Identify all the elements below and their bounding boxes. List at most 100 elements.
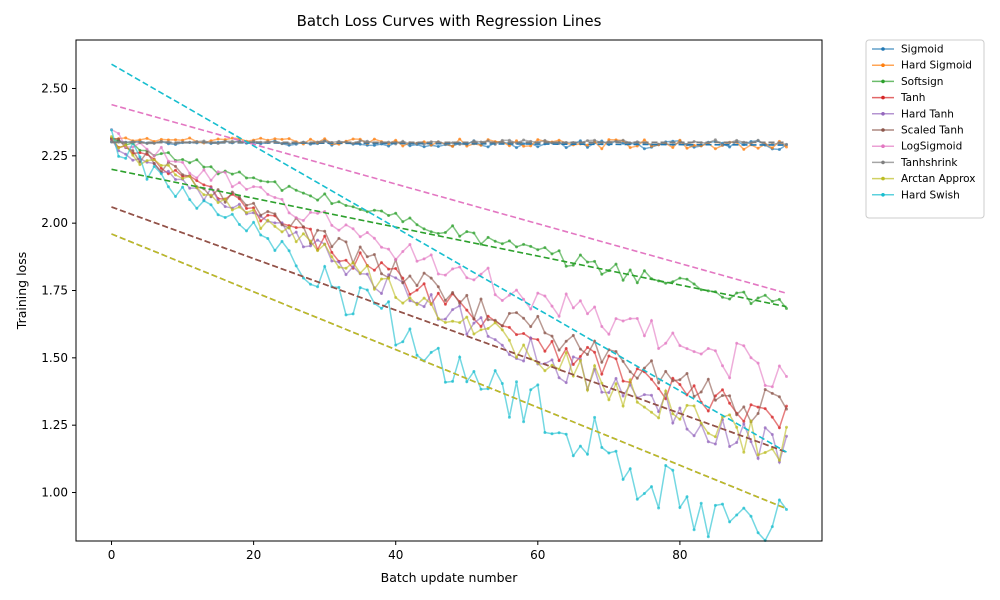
data-point [756,412,760,415]
data-point [642,147,646,151]
data-point [486,235,490,239]
data-point [230,185,234,189]
data-point [365,288,369,292]
data-point [664,389,668,393]
data-point [721,295,724,299]
data-point [564,351,568,355]
data-point [117,132,121,135]
data-point [650,377,653,381]
data-point [458,301,462,305]
data-point [316,198,320,202]
data-point [344,204,348,207]
data-point [273,180,277,184]
data-point [422,271,426,275]
data-point [252,208,256,212]
data-point [642,366,646,370]
data-point [692,384,696,388]
data-point [515,380,518,384]
data-point [188,171,192,175]
data-point [472,321,476,325]
data-point [309,239,312,243]
data-point [209,193,213,197]
data-point [365,231,369,234]
data-point [159,145,163,149]
data-point [458,137,462,141]
data-point [515,146,518,150]
data-point [522,420,526,424]
data-point [657,416,661,420]
data-point [451,308,455,312]
data-point [443,298,447,302]
legend-marker [881,112,885,116]
data-point [344,240,348,244]
data-point [181,140,185,144]
data-point [515,311,518,315]
data-point [699,288,703,292]
data-point [365,255,369,259]
data-point [323,234,327,238]
data-point [628,378,632,382]
data-point [507,311,511,315]
y-tick-label: 2.00 [41,216,68,230]
data-point [515,288,518,292]
data-point [429,302,433,306]
data-point [451,291,455,294]
data-point [230,172,234,176]
data-point [415,223,419,227]
data-point [493,321,497,325]
data-point [415,303,419,307]
regression-line-hard-swish [111,63,787,453]
legend-label: Tanh [900,92,925,104]
data-point [735,138,739,142]
data-point [600,147,604,151]
data-point [259,179,263,183]
data-point [145,159,149,163]
data-point [323,139,327,143]
y-tick-label: 2.25 [41,149,68,163]
data-point [472,278,476,282]
data-point [692,350,696,354]
data-point [387,140,391,144]
data-point [614,262,618,266]
data-point [216,213,220,217]
data-point [174,138,177,142]
data-point [756,405,760,409]
data-point [742,344,746,348]
data-point [657,387,661,391]
data-point [294,216,298,220]
data-point [607,391,611,395]
data-point [323,192,327,196]
data-point [607,332,611,336]
legend-marker [881,95,885,100]
data-point [543,431,547,434]
data-point [763,388,767,391]
data-point [571,306,575,310]
chart-title: Batch Loss Curves with Regression Lines [297,12,602,30]
data-point [117,146,121,150]
data-point [770,525,774,529]
data-point [472,370,476,373]
data-point [337,265,341,269]
data-point [728,401,732,405]
data-point [138,155,142,159]
data-point [358,208,362,211]
data-point [614,317,618,321]
data-point [699,421,703,425]
data-point [401,281,405,285]
data-point [713,147,717,151]
data-point [657,506,661,510]
data-point [593,339,597,343]
legend-label: Tanhshrink [900,157,958,169]
data-point [664,369,668,373]
data-point [237,223,241,226]
data-point [174,178,177,181]
data-point [557,314,561,318]
data-point [770,433,774,436]
data-point [479,328,483,332]
y-axis-label: Training loss [14,252,29,330]
data-point [273,196,277,199]
data-point [195,176,199,180]
data-point [777,395,781,399]
data-point [770,385,774,389]
data-point [294,230,298,234]
